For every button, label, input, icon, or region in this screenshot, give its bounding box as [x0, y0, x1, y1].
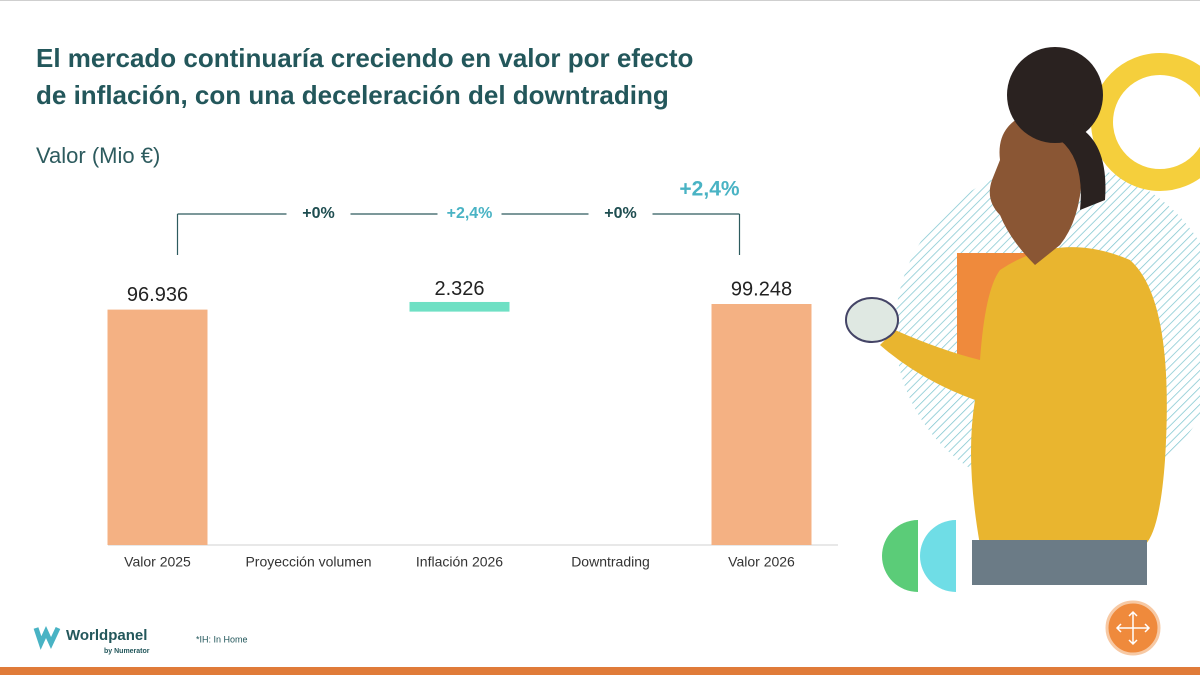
bottom-bar — [0, 667, 1200, 675]
title-line: El mercado continuaría creciendo en valo… — [36, 43, 693, 73]
value-label: 96.936 — [127, 284, 188, 306]
x-tick-label: Valor 2025 — [124, 554, 191, 570]
value-label: 99.248 — [731, 278, 792, 300]
value-label: 2.326 — [434, 278, 484, 300]
product-pot — [845, 297, 899, 343]
hair — [1007, 47, 1103, 143]
title-line: de inflación, con una deceleración del d… — [36, 80, 669, 110]
jeans — [972, 540, 1147, 585]
total-change: +2,4% — [679, 178, 739, 201]
photo — [845, 47, 1200, 656]
sweater — [880, 247, 1167, 545]
bar-delta — [409, 301, 510, 312]
subtitle: Valor (Mio €) — [36, 143, 160, 168]
x-tick-label: Downtrading — [571, 554, 650, 570]
logo: Worldpanel — [66, 627, 147, 644]
change-label: +0% — [302, 205, 334, 222]
chart: Valor 2025 96.936 Proyección volumen Inflac… — [107, 178, 838, 570]
green-half — [882, 520, 918, 592]
face — [989, 110, 1083, 265]
hair — [1060, 120, 1106, 210]
x-tick-label: Proyección volumen — [245, 554, 371, 570]
logo-sub: by Numerator — [104, 648, 150, 655]
change-label: +2,4% — [447, 205, 493, 222]
footnote: *IH: In Home — [196, 634, 248, 644]
x-tick-label: Valor 2026 — [728, 554, 795, 570]
change-label: +0% — [604, 205, 636, 222]
nav-icon — [1115, 610, 1151, 646]
bar — [107, 309, 208, 545]
logo-mark — [33, 625, 61, 650]
x-tick-label: Inflación 2026 — [416, 554, 503, 570]
yellow-ring — [1091, 53, 1200, 191]
cyan-half — [920, 520, 956, 592]
bar — [711, 304, 812, 545]
